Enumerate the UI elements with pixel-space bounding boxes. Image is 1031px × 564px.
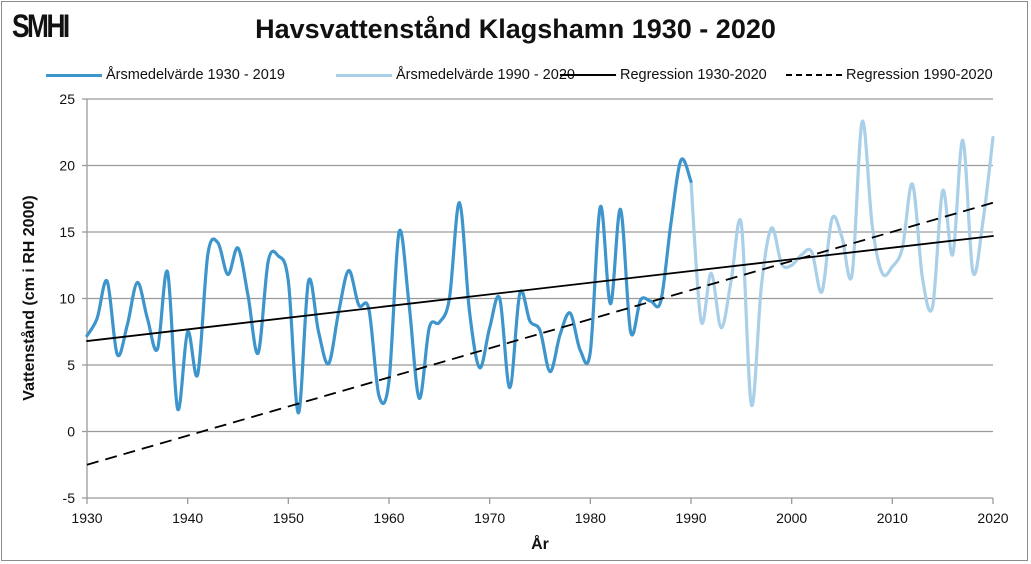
- x-tick-label: 1940: [172, 510, 203, 526]
- series-group: [85, 119, 995, 466]
- y-tick-label: 5: [67, 357, 75, 373]
- y-tick-label: -5: [63, 490, 76, 506]
- legend-label: Regression 1930-2020: [620, 67, 767, 83]
- x-tick-label: 2020: [977, 510, 1008, 526]
- x-tick-label: 2010: [877, 510, 908, 526]
- x-axis-label: År: [531, 534, 549, 553]
- x-tick-label: 1990: [675, 510, 706, 526]
- smhi-logo: SMHI: [12, 8, 70, 44]
- gridlines: [87, 98, 993, 499]
- legend-label: Regression 1990-2020: [846, 67, 993, 83]
- legend-swatch: [786, 74, 842, 76]
- x-tick-label: 1960: [373, 510, 404, 526]
- series-line-arsmedel-1930-2019: [85, 157, 693, 415]
- series-line-regression-1990-2020: [86, 201, 994, 466]
- series-line-arsmedel-1990-2020: [689, 119, 995, 407]
- y-tick-label: 15: [59, 224, 75, 240]
- y-tick-label: 25: [59, 91, 75, 107]
- chart-title: Havsvattenstånd Klagshamn 1930 - 2020: [255, 14, 776, 44]
- legend-swatch: [560, 74, 616, 76]
- axes: -5 0 5 10 15 20 25 1930 1940 1950 1960 1970 1980 1990…: [59, 91, 1008, 526]
- legend-item-arsmedel-1930-2019: Årsmedelvärde 1930 - 2019: [46, 67, 285, 83]
- x-tick-label: 1950: [273, 510, 304, 526]
- legend-label: Årsmedelvärde 1930 - 2019: [106, 67, 285, 83]
- legend-label: Årsmedelvärde 1990 - 2020: [396, 67, 575, 83]
- legend-item-regression-1930-2020: Regression 1930-2020: [560, 67, 767, 83]
- x-tick-label: 1930: [71, 510, 102, 526]
- series-line-regression-1930-2020: [86, 235, 994, 342]
- legend: Årsmedelvärde 1930 - 2019 Årsmedelvärde …: [0, 67, 1031, 87]
- legend-swatch: [46, 73, 102, 77]
- legend-swatch: [336, 73, 392, 77]
- x-tick-label: 1980: [575, 510, 606, 526]
- x-tick-label: 1970: [474, 510, 505, 526]
- y-tick-label: 20: [59, 158, 75, 174]
- y-tick-label: 0: [67, 424, 75, 440]
- legend-item-regression-1990-2020: Regression 1990-2020: [786, 67, 993, 83]
- x-tick-label: 2000: [776, 510, 807, 526]
- y-axis-label: Vattenstånd (cm i RH 2000): [20, 195, 38, 400]
- legend-item-arsmedel-1990-2020: Årsmedelvärde 1990 - 2020: [336, 67, 575, 83]
- y-tick-label: 10: [59, 291, 75, 307]
